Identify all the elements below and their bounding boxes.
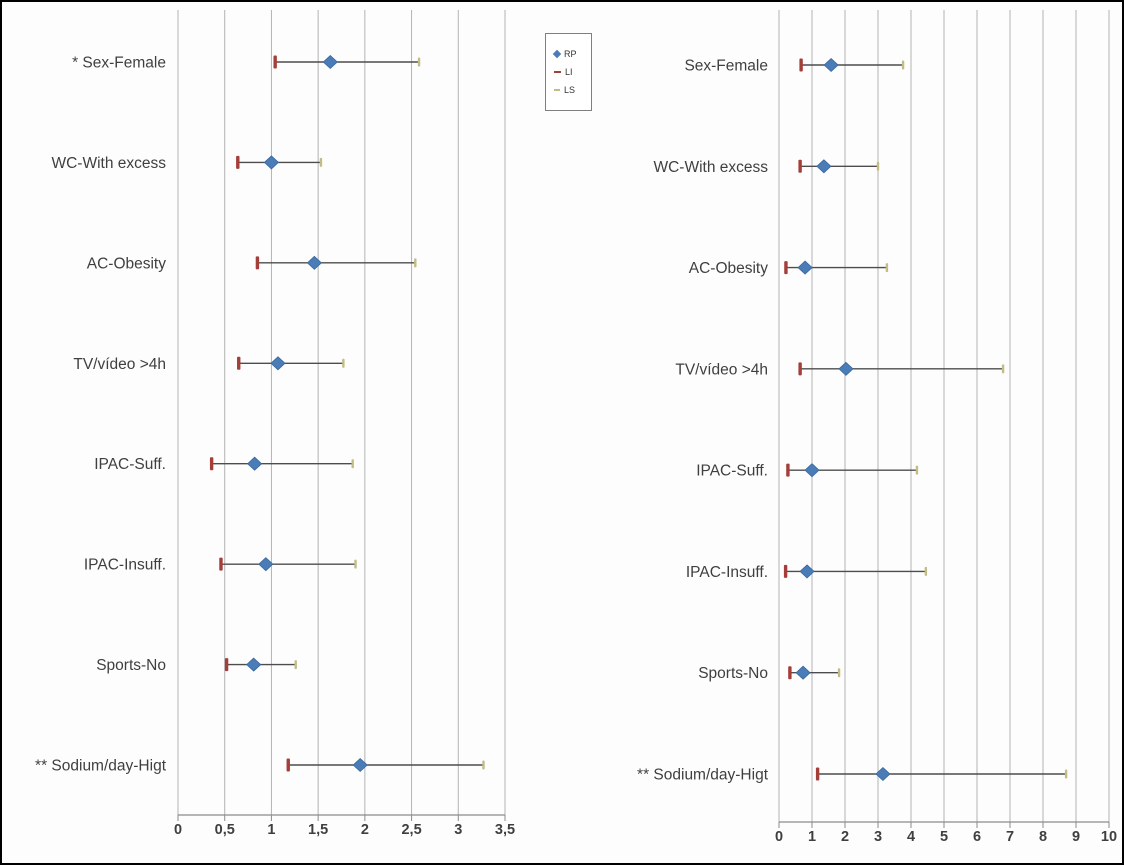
ls-marker <box>294 660 297 670</box>
ls-marker <box>351 459 354 469</box>
rp-marker <box>795 665 811 680</box>
x-tick-label: 2 <box>841 829 849 845</box>
li-marker <box>209 457 214 471</box>
legend: RP LI LS <box>545 33 592 111</box>
li-marker <box>273 55 277 69</box>
x-tick-label: 3,5 <box>495 822 515 838</box>
x-tick-label: 8 <box>1039 829 1047 845</box>
rp-marker <box>322 54 338 70</box>
x-tick-label: 1 <box>267 822 275 838</box>
legend-label-ls: LS <box>564 84 576 95</box>
li-marker <box>799 58 803 72</box>
ls-marker <box>915 465 919 475</box>
li-marker <box>236 155 240 169</box>
x-tick-label: 7 <box>1006 829 1014 845</box>
left-panel-chart: 0 0,5 1 1,5 2 2,5 3 3,5 * Sex-Female WC-With exce… <box>35 10 515 838</box>
x-tick-label: 9 <box>1072 829 1080 845</box>
li-marker <box>224 658 229 672</box>
rp-marker <box>816 159 832 174</box>
rp-diamond-icon <box>552 49 562 59</box>
category-label: Sex-Female <box>684 58 768 75</box>
x-tick-label: 1 <box>808 829 816 845</box>
rp-marker <box>875 766 891 782</box>
ls-marker <box>1001 364 1005 374</box>
x-tick-label: 2,5 <box>401 822 421 838</box>
legend-item-ls: LS <box>554 84 591 95</box>
x-tick-label: 0 <box>775 829 783 845</box>
rp-marker <box>306 255 322 270</box>
rp-marker <box>352 757 368 773</box>
ls-marker <box>924 566 928 576</box>
li-marker <box>798 159 802 173</box>
category-label: Sports-No <box>698 665 768 682</box>
rp-marker <box>247 456 263 471</box>
rp-marker <box>838 361 854 376</box>
x-tick-label: 2 <box>361 822 369 838</box>
category-label: ** Sodium/day-Higt <box>35 758 167 775</box>
ls-marker <box>876 161 880 171</box>
ls-marker <box>901 60 905 70</box>
li-marker <box>237 356 241 370</box>
category-label: TV/vídeo >4h <box>73 356 166 373</box>
ls-marker <box>354 559 357 569</box>
category-label: TV/vídeo >4h <box>675 361 768 378</box>
category-label: * Sex-Female <box>72 55 166 72</box>
x-tick-label: 3 <box>874 829 882 845</box>
legend-item-li: LI <box>554 66 591 77</box>
rp-marker <box>799 564 815 579</box>
x-tick-label: 6 <box>973 829 981 845</box>
category-label: Sports-No <box>96 657 166 674</box>
ls-marker <box>417 57 421 67</box>
category-label: AC-Obesity <box>87 255 166 272</box>
ls-marker <box>342 358 345 368</box>
right-panel-chart: 0 1 2 3 4 5 6 7 8 9 10 Sex-Female WC-With excess AC-O… <box>637 10 1117 845</box>
category-label: IPAC-Insuff. <box>84 557 166 574</box>
li-marker <box>788 666 792 680</box>
ls-marker <box>319 157 323 167</box>
ls-marker <box>1064 769 1068 779</box>
li-marker <box>786 463 790 477</box>
category-label: WC-With excess <box>51 155 166 172</box>
legend-label-rp: RP <box>564 48 577 59</box>
category-label: IPAC-Suff. <box>696 463 768 480</box>
x-tick-label: 4 <box>907 829 915 845</box>
rp-marker <box>804 463 820 478</box>
li-marker <box>286 758 290 772</box>
x-tick-label: 1,5 <box>308 822 328 838</box>
li-marker <box>798 362 802 376</box>
category-label: IPAC-Suff. <box>94 456 166 473</box>
ls-marker <box>837 668 841 678</box>
legend-label-li: LI <box>565 66 573 77</box>
li-marker <box>783 564 788 578</box>
rp-marker <box>246 657 262 672</box>
legend-item-rp: RP <box>552 48 591 59</box>
ls-marker <box>482 760 485 770</box>
li-marker <box>784 261 788 275</box>
ls-marker <box>885 263 889 273</box>
rp-marker <box>823 57 839 73</box>
category-label: ** Sodium/day-Higt <box>637 767 769 784</box>
li-marker <box>815 767 820 781</box>
ls-dash-icon <box>554 89 560 91</box>
rp-marker <box>270 356 286 371</box>
rp-marker <box>797 260 813 275</box>
li-marker <box>255 256 260 270</box>
category-label: AC-Obesity <box>689 260 768 277</box>
x-tick-label: 0,5 <box>215 822 235 838</box>
li-dash-icon <box>554 71 561 73</box>
category-label: IPAC-Insuff. <box>686 564 768 581</box>
x-tick-label: 0 <box>174 822 182 838</box>
x-tick-label: 5 <box>940 829 948 845</box>
li-marker <box>219 557 223 571</box>
ls-marker <box>414 258 417 268</box>
rp-marker <box>263 155 280 170</box>
rp-marker <box>258 557 274 572</box>
category-label: WC-With excess <box>653 159 768 176</box>
x-tick-label: 3 <box>454 822 462 838</box>
x-tick-label: 10 <box>1101 829 1117 845</box>
